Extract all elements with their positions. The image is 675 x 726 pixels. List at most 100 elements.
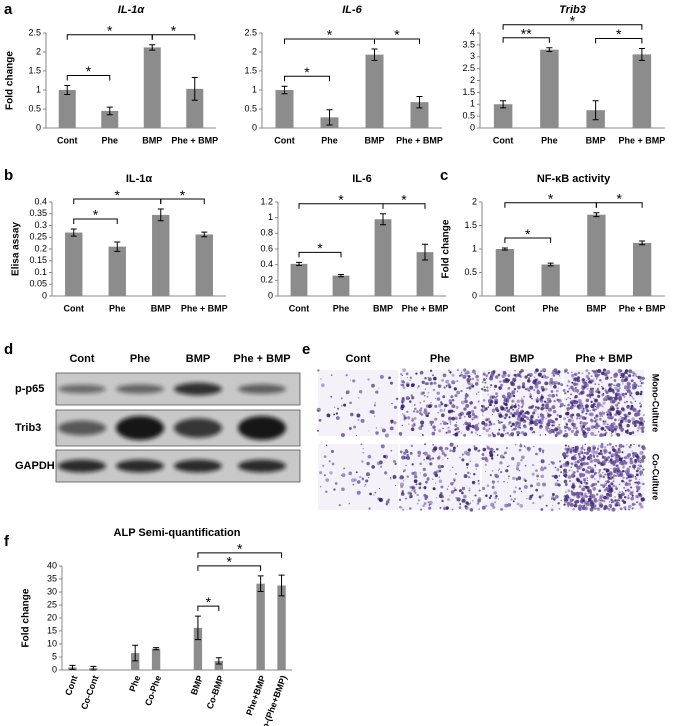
- stain-dot: [433, 376, 437, 381]
- stain-dot: [402, 480, 405, 482]
- stain-dot: [571, 413, 575, 417]
- stain-dot: [466, 467, 469, 469]
- stain-dot: [426, 454, 431, 459]
- stain-dot: [614, 487, 618, 491]
- stain-dot: [588, 412, 592, 416]
- stain-dot: [527, 379, 531, 383]
- y-tick-label: 35: [47, 573, 57, 583]
- stain-dot: [493, 411, 495, 413]
- stain-dot: [450, 409, 452, 411]
- stain-dot: [526, 497, 528, 500]
- stain-dot: [430, 424, 433, 426]
- stain-dot: [606, 444, 609, 446]
- stain-dot: [635, 469, 639, 473]
- stain-dot: [582, 477, 587, 482]
- stain-dot: [609, 411, 612, 415]
- stain-dot: [350, 478, 355, 483]
- stain-dot: [521, 401, 525, 406]
- stain-dot: [398, 505, 402, 509]
- stain-dot: [348, 427, 352, 430]
- stain-dot: [572, 400, 577, 404]
- stain-dot: [640, 483, 642, 485]
- stain-dot: [525, 416, 528, 419]
- stain-dot: [458, 416, 462, 420]
- stain-dot: [624, 430, 627, 432]
- stain-dot: [602, 471, 604, 474]
- stain-dot: [505, 446, 509, 450]
- significance-bracket: [73, 218, 118, 225]
- stain-dot: [434, 417, 438, 421]
- stain-dot: [630, 457, 633, 461]
- stain-dot: [612, 448, 616, 452]
- stain-dot: [610, 397, 613, 400]
- stain-dot: [433, 428, 437, 432]
- stain-dot: [615, 485, 617, 488]
- stain-dot: [520, 458, 523, 462]
- stain-dot: [441, 378, 444, 382]
- stain-dot: [617, 470, 620, 472]
- stain-dot: [579, 415, 583, 418]
- stain-dot: [514, 443, 517, 446]
- stain-dot: [430, 401, 432, 404]
- stain-dot: [504, 375, 507, 377]
- stain-dot: [485, 458, 487, 460]
- stain-dot: [511, 399, 515, 403]
- stain-dot: [621, 383, 624, 385]
- stain-dot: [621, 499, 625, 503]
- stain-dot: [500, 433, 505, 438]
- stain-dot: [558, 508, 561, 510]
- stain-dot: [447, 369, 450, 372]
- stain-dot: [475, 432, 477, 434]
- stain-dot: [576, 470, 579, 473]
- stain-dot: [357, 418, 360, 422]
- error-bar: [281, 85, 288, 95]
- stain-dot: [625, 506, 627, 508]
- stain-dot: [481, 420, 486, 425]
- error-bar: [149, 44, 156, 51]
- stain-dot: [598, 383, 600, 386]
- error-bar: [593, 212, 600, 218]
- stain-dot: [597, 394, 601, 398]
- stain-dot: [415, 372, 418, 375]
- stain-dot: [522, 419, 527, 424]
- bar: [493, 104, 513, 128]
- significance-label: *: [616, 26, 622, 42]
- stain-dot: [635, 425, 638, 427]
- bar: [65, 232, 83, 296]
- significance-label: *: [317, 240, 323, 256]
- stain-dot: [628, 508, 630, 511]
- stain-dot: [375, 390, 379, 394]
- stain-dot: [493, 451, 496, 453]
- stain-dot: [482, 378, 486, 382]
- stain-dot: [530, 484, 533, 488]
- stain-dot: [586, 485, 590, 490]
- stain-dot: [597, 391, 601, 394]
- stain-dot: [639, 376, 644, 381]
- significance-label: *: [304, 64, 310, 80]
- stain-dot: [605, 480, 610, 484]
- stain-dot: [368, 476, 370, 479]
- stain-dot: [594, 507, 597, 510]
- stain-dot: [404, 449, 408, 452]
- stain-dot: [449, 419, 451, 421]
- stain-dot: [399, 450, 403, 454]
- stain-dot: [512, 408, 514, 411]
- stain-dot: [599, 425, 601, 427]
- x-tick-label: Co-Phe: [143, 674, 163, 707]
- stain-dot: [489, 474, 492, 477]
- stain-dot: [506, 409, 511, 413]
- stain-dot: [560, 471, 563, 473]
- stain-dot: [541, 388, 545, 392]
- stain-dot: [473, 445, 476, 447]
- error-bar: [70, 228, 77, 237]
- stain-dot: [442, 427, 444, 430]
- stain-dot: [491, 485, 495, 489]
- stain-dot: [456, 421, 458, 423]
- stain-dot: [541, 449, 545, 453]
- stain-dot: [512, 414, 515, 417]
- stain-dot: [529, 416, 533, 420]
- stain-dot: [325, 444, 328, 447]
- stain-dot: [423, 410, 428, 415]
- stain-dot: [524, 375, 528, 379]
- stain-dot: [499, 470, 503, 474]
